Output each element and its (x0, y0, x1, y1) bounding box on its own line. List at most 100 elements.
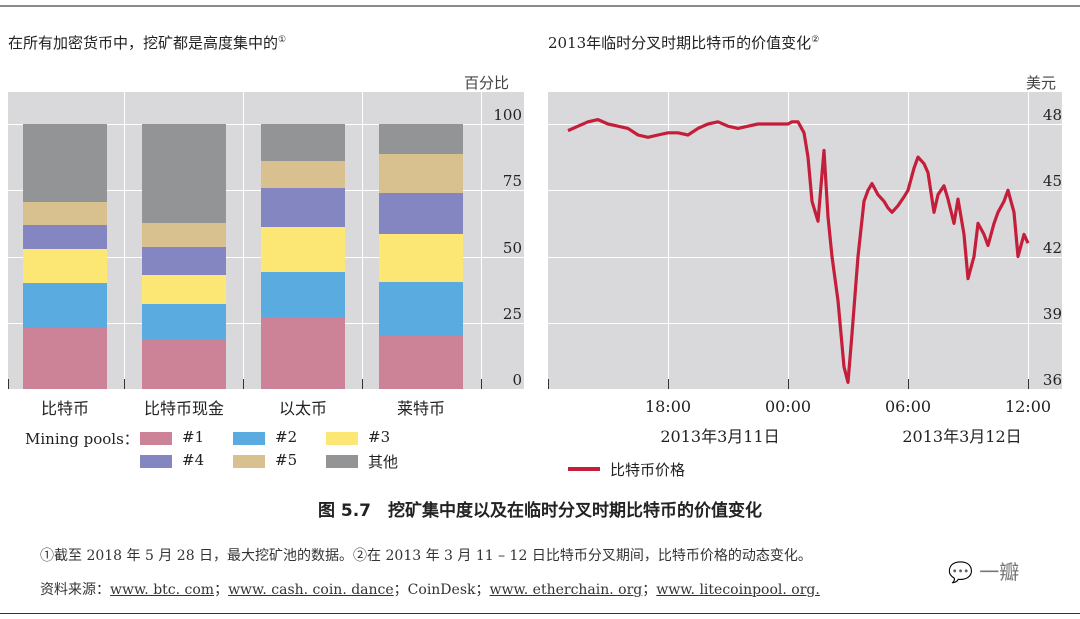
bar-segment (23, 224, 107, 249)
grid-line (548, 257, 1062, 258)
y-tick-label: 42 (1042, 239, 1062, 257)
source-link-cash-coin-dance[interactable]: www. cash. coin. dance (228, 582, 394, 598)
x-tick (8, 379, 9, 389)
category-label: 莱特币 (396, 399, 445, 418)
bar-segment (379, 281, 463, 336)
top-rule (0, 5, 1080, 7)
y-tick-label: 0 (512, 371, 522, 389)
y-tick-label: 48 (1042, 106, 1062, 124)
watermark: 💬 一瓣 (948, 556, 1019, 585)
grid-line (668, 92, 669, 389)
legend-swatch (326, 455, 358, 468)
bar-segment (142, 338, 226, 389)
legend-swatch (140, 455, 172, 468)
sources-label: 资料来源： (40, 582, 110, 598)
bar-segment (23, 282, 107, 327)
legend-swatch (233, 455, 265, 468)
x-tick-label: 00:00 (764, 397, 812, 416)
left-chart-title: 在所有加密货币中，挖矿都是高度集中的① (8, 32, 286, 53)
x-tick (668, 379, 669, 389)
watermark-text: 一瓣 (979, 560, 1020, 584)
sources-line: 资料来源：www. btc. com；www. cash. coin. danc… (40, 582, 820, 598)
legend-swatch (140, 432, 172, 445)
grid-line (362, 92, 363, 389)
date-label-mar12: 2013年3月12日 (902, 427, 1022, 446)
y-tick-label: 25 (502, 305, 522, 323)
source-link-btc[interactable]: www. btc. com (110, 582, 215, 598)
x-tick-label: 06:00 (884, 397, 932, 416)
left-title-footnote: ① (278, 35, 287, 45)
grid-line (124, 92, 125, 389)
grid-line (548, 124, 1062, 125)
source-link-litecoinpool[interactable]: www. litecoinpool. org. (656, 582, 820, 598)
y-tick-label: 39 (1042, 305, 1062, 323)
x-tick (481, 379, 482, 389)
source-link-etherchain[interactable]: www. etherchain. org (489, 582, 643, 598)
grid-line (481, 92, 482, 389)
x-tick (362, 379, 363, 389)
x-tick (548, 379, 549, 389)
wechat-icon: 💬 (948, 560, 973, 584)
bar-segment (261, 123, 345, 162)
y-tick-label: 45 (1042, 172, 1062, 190)
bar-segment (261, 316, 345, 389)
legend-label: #1 (182, 428, 205, 446)
legend-label: #3 (368, 428, 391, 446)
bar-segment (23, 248, 107, 283)
bar-segment (379, 335, 463, 389)
right-y-unit: 美元 (1026, 74, 1057, 92)
source-coindesk: CoinDesk (407, 582, 476, 598)
x-tick (908, 379, 909, 389)
bar-segment (379, 192, 463, 234)
bar-segment (142, 274, 226, 305)
legend-label: #4 (182, 451, 205, 469)
legend-label: 其他 (368, 453, 399, 471)
y-tick-label: 36 (1042, 371, 1062, 389)
bar-segment (142, 123, 226, 224)
legend-swatch (326, 432, 358, 445)
right-chart-title: 2013年临时分叉时期比特币的价值变化② (548, 32, 819, 53)
bar-0 (23, 123, 107, 389)
grid-line (548, 323, 1062, 324)
bar-segment (142, 222, 226, 248)
figure-title: 图 5.7 挖矿集中度以及在临时分叉时期比特币的价值变化 (317, 501, 763, 521)
bar-segment (142, 246, 226, 276)
bar-segment (261, 271, 345, 318)
x-tick-label: 12:00 (1004, 397, 1052, 416)
category-label: 以太币 (278, 399, 327, 418)
bar-segment (261, 160, 345, 188)
footnote-text: ①截至 2018 年 5 月 28 日，最大挖矿池的数据。②在 2013 年 3… (40, 548, 812, 564)
x-tick (124, 379, 125, 389)
legend-label: #5 (275, 451, 298, 469)
x-tick-label: 18:00 (644, 397, 692, 416)
bottom-rule (0, 613, 1080, 614)
bar-1 (142, 123, 226, 389)
bar-segment (379, 153, 463, 193)
legend-bitcoin-price: 比特币价格 (610, 461, 686, 479)
x-tick (1028, 379, 1029, 389)
y-tick-label: 75 (502, 172, 522, 190)
y-tick-label: 50 (502, 239, 522, 257)
bar-segment (23, 326, 107, 389)
legend-line-swatch (568, 467, 600, 471)
left-y-unit: 百分比 (464, 74, 510, 92)
right-chart-title-text: 2013年临时分叉时期比特币的价值变化 (548, 34, 812, 52)
left-chart-title-text: 在所有加密货币中，挖矿都是高度集中的 (8, 34, 279, 52)
bar-2 (261, 123, 345, 389)
x-tick (243, 379, 244, 389)
bar-segment (379, 123, 463, 155)
grid-line (243, 92, 244, 389)
legend-swatch (233, 432, 265, 445)
x-tick (788, 379, 789, 389)
legend-title: Mining pools： (25, 430, 139, 448)
right-title-footnote: ② (811, 35, 820, 45)
bar-segment (261, 187, 345, 228)
grid-line (908, 92, 909, 389)
bar-segment (142, 303, 226, 339)
bar-segment (379, 233, 463, 282)
bar-segment (23, 123, 107, 203)
category-label: 比特币现金 (143, 399, 224, 418)
grid-line (788, 92, 789, 389)
date-label-mar11: 2013年3月11日 (660, 427, 780, 446)
